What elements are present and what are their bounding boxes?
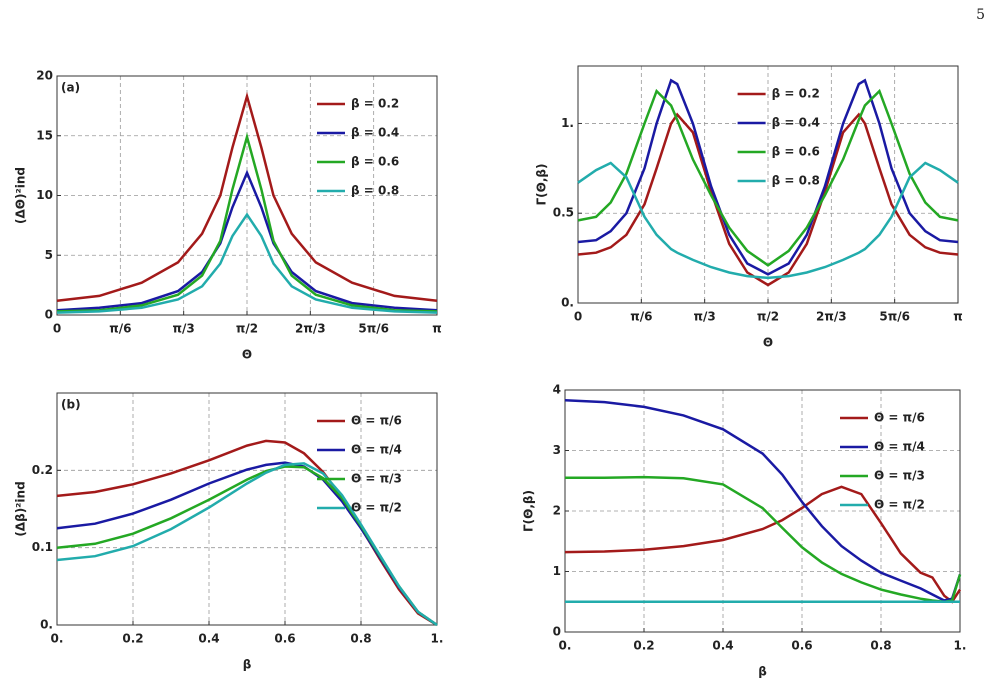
series-line: [564, 399, 962, 602]
plot-frame: [56, 75, 438, 316]
x-tick-label: 2π/3: [816, 310, 847, 324]
x-tick-label: π/2: [236, 322, 258, 336]
x-tick-label: π/6: [630, 310, 652, 324]
legend-label: Θ = π/2: [874, 498, 925, 512]
x-tick-label: π: [953, 310, 963, 324]
legend-label: Θ = π/3: [874, 469, 925, 483]
x-tick-label: 0: [53, 322, 61, 336]
x-tick-label: π: [432, 322, 442, 336]
y-tick-label: 3: [553, 443, 561, 457]
legend-label: Θ = π/6: [351, 414, 402, 428]
x-tick-label: 2π/3: [295, 322, 326, 336]
legend-label: Θ = π/4: [351, 443, 402, 457]
x-tick-label: 0.: [559, 639, 572, 653]
x-tick-label: 0.6: [274, 632, 295, 646]
x-tick-label: 5π/6: [879, 310, 910, 324]
series-line: [56, 91, 438, 302]
y-axis-label: Γ(Θ,β): [535, 164, 549, 206]
legend-label: Θ = π/2: [351, 501, 402, 515]
x-tick-label: 1.: [954, 639, 967, 653]
series-line: [56, 465, 438, 627]
x-tick-label: 0.4: [712, 639, 733, 653]
x-tick-label: 0.2: [122, 632, 143, 646]
series-line: [577, 161, 959, 280]
legend-label: β = 0.4: [772, 116, 820, 130]
y-tick-label: 10: [36, 188, 53, 202]
x-tick-label: 0.: [51, 632, 64, 646]
x-tick-label: π/3: [173, 322, 195, 336]
y-tick-label: 0.: [40, 618, 53, 632]
x-tick-label: 0: [574, 310, 582, 324]
legend-label: Θ = π/3: [351, 472, 402, 486]
x-tick-label: 0.6: [791, 639, 812, 653]
legend-label: β = 0.8: [772, 174, 820, 188]
x-tick-label: 1.: [431, 632, 444, 646]
y-tick-label: 0.: [561, 296, 574, 310]
legend-label: β = 0.6: [772, 145, 820, 159]
panel-label: (b): [61, 398, 81, 412]
y-tick-label: 0.5: [553, 206, 574, 220]
x-tick-label: 0.8: [870, 639, 891, 653]
y-tick-label: 0: [553, 625, 561, 639]
x-tick-label: π/6: [109, 322, 131, 336]
y-tick-label: 20: [36, 69, 53, 83]
x-axis-label: Θ: [763, 336, 773, 350]
plot-frame: [56, 392, 438, 626]
x-tick-label: 0.8: [350, 632, 371, 646]
series-line: [577, 78, 959, 276]
series-line: [56, 132, 438, 313]
x-tick-label: 5π/6: [358, 322, 389, 336]
legend-label: β = 0.4: [351, 126, 399, 140]
panel-label: (a): [61, 81, 80, 95]
series-line: [56, 169, 438, 312]
y-tick-label: 0.1: [32, 540, 53, 554]
legend-label: Θ = π/4: [874, 440, 925, 454]
x-axis-label: Θ: [242, 348, 252, 362]
series-line: [577, 88, 959, 267]
series-line: [564, 485, 962, 604]
y-tick-label: 5: [45, 248, 53, 262]
y-tick-label: 2: [553, 504, 561, 518]
legend-label: β = 0.2: [351, 97, 399, 111]
x-tick-label: π/3: [694, 310, 716, 324]
series-line: [577, 112, 959, 287]
page-number: 5: [976, 7, 985, 23]
y-axis-label: (ΔΘ)²ind: [14, 167, 28, 224]
plot-frame: [577, 65, 959, 304]
series-line: [56, 462, 438, 627]
y-axis-label: (Δβ)²ind: [14, 481, 28, 536]
y-tick-label: 4: [553, 383, 561, 397]
x-tick-label: 0.4: [198, 632, 219, 646]
legend-label: β = 0.2: [772, 87, 820, 101]
series-line: [56, 212, 438, 314]
x-tick-label: 0.2: [633, 639, 654, 653]
legend-label: β = 0.6: [351, 155, 399, 169]
y-tick-label: 15: [36, 128, 53, 142]
x-axis-label: β: [758, 665, 767, 679]
y-tick-label: 0.2: [32, 463, 53, 477]
legend-label: Θ = π/6: [874, 411, 925, 425]
legend-label: β = 0.8: [351, 184, 399, 198]
x-tick-label: π/2: [757, 310, 779, 324]
y-axis-label: Γ(Θ,β): [522, 490, 536, 532]
y-tick-label: 1: [553, 564, 561, 578]
y-tick-label: 1.: [561, 116, 574, 130]
series-line: [565, 475, 962, 604]
y-tick-label: 0: [45, 308, 53, 322]
plot-frame: [564, 389, 961, 633]
x-axis-label: β: [243, 658, 252, 672]
